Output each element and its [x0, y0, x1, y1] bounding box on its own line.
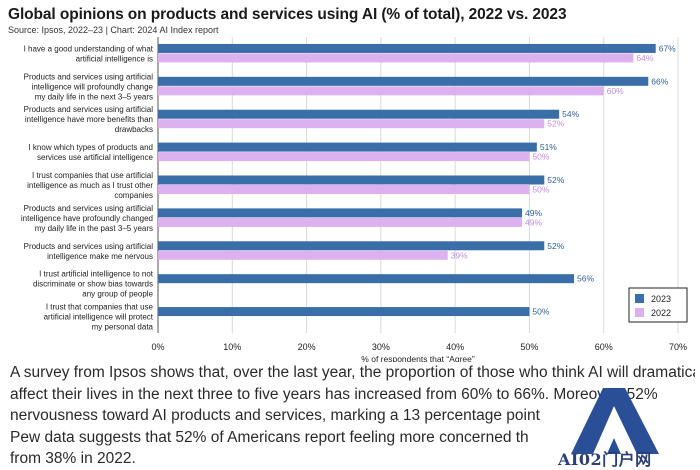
legend-label-2022: 2022 — [651, 308, 671, 318]
category-label: services use artificial intelligence — [37, 153, 154, 162]
category-label: intelligence will profoundly change — [32, 82, 154, 91]
value-label-2023: 50% — [532, 307, 549, 317]
chart-title: Global opinions on products and services… — [8, 6, 567, 23]
value-label-2023: 66% — [651, 76, 668, 86]
category-label: intelligence as much as I trust other — [27, 181, 153, 190]
value-label-2023: 54% — [562, 109, 579, 119]
category-label: Products and services using artificial — [24, 105, 154, 114]
legend-swatch-2023 — [635, 294, 644, 303]
x-tick-label: 70% — [669, 342, 687, 352]
bar-2023 — [158, 274, 574, 284]
bar-2023 — [158, 43, 656, 53]
x-tick-label: 20% — [298, 342, 316, 352]
bar-2022 — [158, 119, 545, 129]
category-label: I have a good understanding of what — [24, 44, 154, 53]
bar-2023 — [158, 109, 560, 119]
watermark-text: AI02门户网 — [558, 450, 652, 469]
x-tick-label: 50% — [520, 342, 538, 352]
watermark-logo-icon — [571, 388, 659, 454]
caption-line: from 38% in 2022. — [10, 450, 136, 467]
value-label-2023: 52% — [547, 175, 564, 185]
category-label: intelligence have more benefits than — [25, 115, 153, 124]
bar-chart: 0% 10% 20% 30% 40% 50% 60% 70% % of respondents … — [21, 37, 688, 362]
category-label: my personal data — [92, 323, 154, 332]
category-label: I trust artificial intelligence to not — [39, 270, 154, 279]
category-label: my daily life in the next 3–5 years — [35, 92, 153, 101]
value-label-2023: 49% — [525, 208, 542, 218]
category-label: drawbacks — [115, 125, 153, 134]
caption-line: A survey from Ipsos shows that, over the… — [10, 364, 695, 381]
bar-2022 — [158, 86, 604, 96]
value-label-2023: 52% — [547, 241, 564, 251]
category-label: my daily life in the past 3–5 years — [35, 224, 153, 233]
bar-2023 — [158, 208, 522, 218]
caption-paragraph: A survey from Ipsos shows that, over the… — [10, 362, 695, 470]
x-tick-label: 30% — [372, 342, 390, 352]
bar-2023 — [158, 175, 545, 185]
category-label: discriminate or show bias towards — [33, 280, 153, 289]
category-label: I trust that companies that use — [46, 303, 154, 312]
value-label-2023: 56% — [577, 274, 594, 284]
category-label: artificial intelligence will protect — [44, 313, 154, 322]
x-axis-title: % of respondents that “Agree” — [361, 354, 475, 362]
bar-2023 — [158, 76, 649, 86]
legend-label-2023: 2023 — [651, 294, 671, 304]
chart-subtitle: Source: Ipsos, 2022–23 | Chart: 2024 AI … — [8, 25, 219, 35]
value-label-2022: 50% — [532, 185, 549, 195]
bar-2023 — [158, 142, 537, 152]
value-label-2022: 50% — [532, 152, 549, 162]
caption-line: Pew data suggests that 52% of Americans … — [10, 428, 529, 446]
x-tick-label: 10% — [223, 342, 241, 352]
category-label: I trust companies that use artificial — [32, 171, 153, 180]
value-label-2022: 39% — [451, 250, 468, 260]
bar-2022 — [158, 217, 522, 227]
value-label-2022: 60% — [607, 86, 624, 96]
value-label-2023: 51% — [540, 142, 557, 152]
bar-2023 — [158, 307, 530, 317]
category-label: Products and services using artificial — [24, 204, 154, 213]
caption-line: affect their lives in the next three to … — [10, 385, 658, 403]
value-label-2022: 49% — [525, 217, 542, 227]
category-label: companies — [114, 191, 153, 200]
value-label-2022: 64% — [636, 53, 653, 63]
category-label: Products and services using artificial — [24, 242, 154, 251]
bar-2022 — [158, 152, 530, 162]
category-label: Products and services using artificial — [24, 72, 154, 81]
category-label: intelligence have profoundly changed — [21, 214, 153, 223]
x-tick-label: 0% — [151, 342, 164, 352]
bar-2022 — [158, 185, 530, 194]
x-tick-label: 60% — [595, 342, 613, 352]
bar-2022 — [158, 53, 634, 63]
category-label: artificial intelligence is — [76, 54, 153, 63]
x-tick-label: 40% — [446, 342, 464, 352]
value-label-2022: 52% — [547, 119, 564, 129]
value-label-2023: 67% — [659, 43, 676, 53]
bar-2023 — [158, 241, 545, 251]
bar-2022 — [158, 250, 448, 260]
legend-swatch-2022 — [635, 308, 644, 317]
caption-line: nervousness toward AI products and servi… — [10, 407, 540, 424]
category-label: intelligence make me nervous — [47, 252, 153, 261]
category-label: I know which types of products and — [28, 143, 153, 152]
category-label: any group of people — [82, 290, 153, 299]
